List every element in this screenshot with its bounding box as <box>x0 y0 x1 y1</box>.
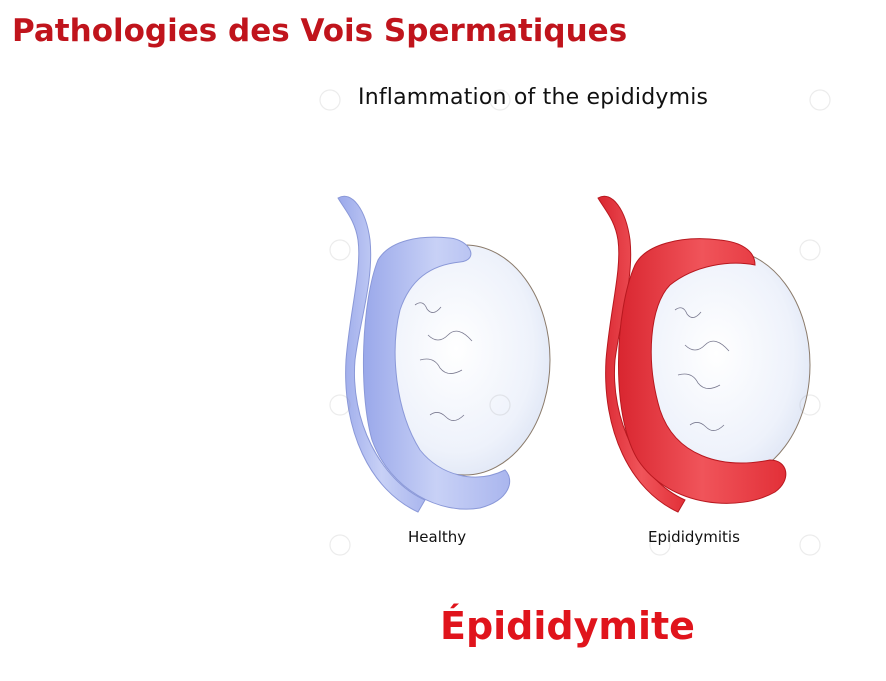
epididymitis-vessel-3 <box>677 373 721 389</box>
epididymitis-spermatic-cord <box>597 195 686 513</box>
watermark-icon <box>799 394 821 416</box>
watermark-icon <box>489 89 511 111</box>
healthy-epididymis <box>362 236 511 510</box>
watermark-icon <box>329 239 351 261</box>
slide-title: Pathologies des Vois Spermatiques <box>12 13 628 48</box>
watermark-icon <box>329 394 351 416</box>
watermark-icon <box>329 534 351 556</box>
healthy-vessel-1 <box>414 302 442 313</box>
healthy-vessel-4 <box>429 412 465 421</box>
watermark-icon <box>319 89 341 111</box>
epididymis-illustration: Inflammation of the epididymis Healthy E… <box>300 60 860 590</box>
slide-caption: Épididymite <box>440 604 695 648</box>
watermark-icon <box>799 534 821 556</box>
testis-diagram <box>319 89 831 556</box>
figure-title: Inflammation of the epididymis <box>358 85 709 110</box>
label-healthy: Healthy <box>408 528 467 546</box>
label-epididymitis: Epididymitis <box>648 528 740 546</box>
epididymitis-vessel-4 <box>689 422 725 431</box>
watermark-pattern <box>319 89 831 556</box>
healthy-spermatic-cord <box>337 195 426 513</box>
epididymitis-epididymis <box>618 238 787 504</box>
watermark-icon <box>799 239 821 261</box>
healthy-vessel-3 <box>419 358 463 374</box>
healthy-vessel-2 <box>427 330 473 342</box>
watermark-icon <box>809 89 831 111</box>
watermark-icon <box>489 394 511 416</box>
watermark-icon <box>649 534 671 556</box>
healthy-testis <box>337 195 551 513</box>
epididymitis-vessel-1 <box>674 307 702 318</box>
epididymitis-testis <box>597 195 811 513</box>
epididymitis-vessel-2 <box>684 340 730 352</box>
